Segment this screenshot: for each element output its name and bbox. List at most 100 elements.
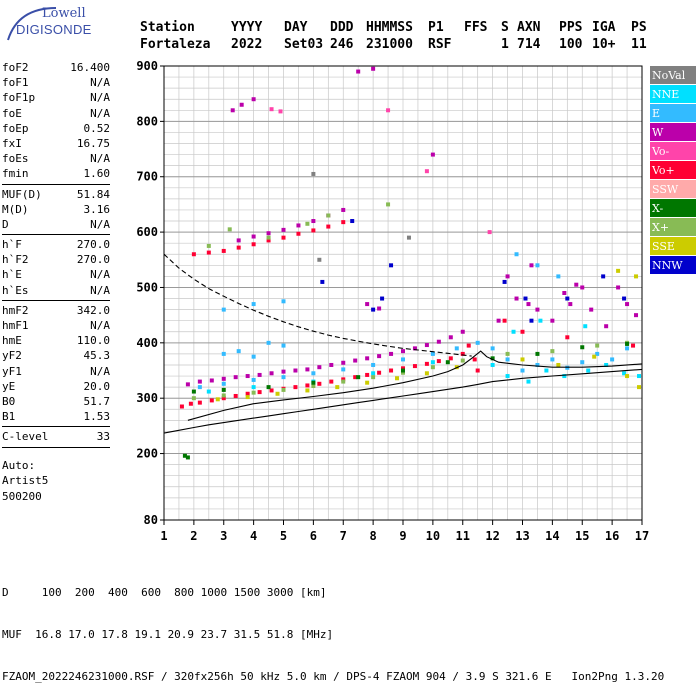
legend-item-e: E: [650, 104, 696, 123]
param-value: 45.3: [83, 349, 111, 363]
header-label-0: Station: [140, 20, 195, 35]
y-tick-label: 800: [136, 114, 158, 128]
data-point-vo-: [269, 107, 274, 112]
param-name: B1: [2, 410, 16, 424]
data-point-x-: [505, 351, 510, 356]
data-point-vo-: [460, 351, 465, 356]
data-point-w: [365, 356, 370, 361]
data-point-vo-: [221, 248, 226, 253]
data-point-e: [625, 346, 630, 351]
data-point-x-: [185, 455, 190, 460]
data-point-w: [305, 367, 310, 372]
data-point-vo-: [296, 231, 301, 236]
param-value: N/A: [90, 76, 110, 90]
data-point-vo-: [341, 377, 346, 382]
data-point-nne: [544, 368, 549, 373]
header-label-10: IGA: [592, 20, 616, 35]
data-point-vo-: [281, 235, 286, 240]
data-point-e: [281, 375, 286, 380]
legend-item-x-: X+: [650, 218, 696, 237]
data-point-w: [257, 372, 262, 377]
data-point-nne: [604, 362, 609, 367]
data-point-vo-: [305, 383, 310, 388]
data-point-vo-: [188, 401, 193, 406]
legend: NoVal NNE E W Vo- Vo+ SSW X- X+ SSE NNW: [650, 66, 696, 275]
param-value: 16.75: [76, 136, 110, 150]
data-point-sse: [520, 357, 525, 362]
data-point-w: [412, 346, 417, 351]
data-point-vo-: [245, 391, 250, 396]
data-point-e: [221, 381, 226, 386]
param-value: 3.16: [83, 202, 111, 216]
x-tick-label: 3: [220, 529, 227, 543]
data-point-w: [251, 97, 256, 102]
header-value-3: 246: [330, 37, 354, 52]
logo-word-lowell: Lowell: [42, 6, 86, 21]
data-point-vo-: [197, 400, 202, 405]
data-point-e: [454, 346, 459, 351]
data-point-sse: [556, 362, 561, 367]
data-point-w: [371, 66, 376, 71]
data-point-x-: [580, 345, 585, 350]
data-point-sse: [335, 385, 340, 390]
data-point-nne: [562, 374, 567, 379]
data-point-vo-: [487, 230, 492, 235]
profile-curve-dashed: [163, 253, 472, 357]
data-point-x-: [535, 351, 540, 356]
data-point-vo-: [221, 396, 226, 401]
x-tick-label: 13: [515, 529, 529, 543]
data-point-vo-: [209, 398, 214, 403]
header-label-4: HHMMSS: [366, 20, 413, 35]
param-separator: [2, 426, 110, 428]
param-name: foF1: [2, 76, 29, 90]
data-point-w: [197, 379, 202, 384]
param-value: 16.400: [70, 61, 110, 74]
data-point-vo-: [466, 343, 471, 348]
param-row: B0 51.7: [2, 394, 110, 409]
data-point-e: [556, 274, 561, 279]
data-point-vo-: [326, 224, 331, 229]
x-tick-label: 8: [370, 529, 377, 543]
data-point-e: [401, 357, 405, 362]
data-point-w: [245, 374, 250, 379]
data-point-nnw: [380, 296, 385, 301]
data-point-nne: [505, 374, 510, 379]
data-point-w: [574, 282, 579, 287]
data-point-x-: [595, 343, 600, 348]
data-point-w: [526, 302, 531, 307]
data-point-w: [356, 69, 361, 74]
footer: D 100 200 400 600 800 1000 1500 3000 [km…: [2, 558, 664, 698]
param-name: B0: [2, 394, 16, 408]
data-point-w: [269, 371, 274, 376]
data-point-w: [293, 368, 298, 373]
auto-info-line1: Auto:: [2, 458, 36, 472]
data-point-x-: [266, 235, 271, 240]
profile-curve-solid: [187, 350, 643, 421]
data-point-vo-: [179, 404, 184, 409]
data-point-w: [266, 231, 271, 236]
param-separator: [2, 183, 110, 185]
data-point-x-: [445, 360, 450, 365]
data-point-sse: [424, 371, 429, 376]
data-point-e: [595, 351, 600, 356]
data-point-w: [568, 302, 573, 307]
data-point-sse: [616, 268, 621, 273]
header-value-11: 11: [631, 37, 647, 52]
param-value: 342.0: [76, 303, 110, 317]
data-point-e: [221, 351, 226, 356]
data-point-e: [197, 385, 202, 390]
param-row: h`E N/A: [2, 267, 110, 282]
auto-info-line3: 500200: [2, 489, 42, 503]
data-point-w: [529, 263, 534, 268]
param-row: hmF2 342.0: [2, 303, 110, 318]
data-point-nne: [490, 362, 495, 367]
y-tick-label: 400: [136, 336, 158, 350]
param-name: D: [2, 217, 9, 231]
legend-item-nnw: NNW: [650, 256, 696, 275]
legend-item-ssw: SSW: [650, 180, 696, 199]
data-point-vo-: [475, 368, 480, 373]
data-point-x-: [311, 384, 316, 389]
data-point-x-: [305, 221, 310, 226]
data-point-e: [221, 307, 226, 312]
data-point-vo-: [266, 238, 271, 243]
